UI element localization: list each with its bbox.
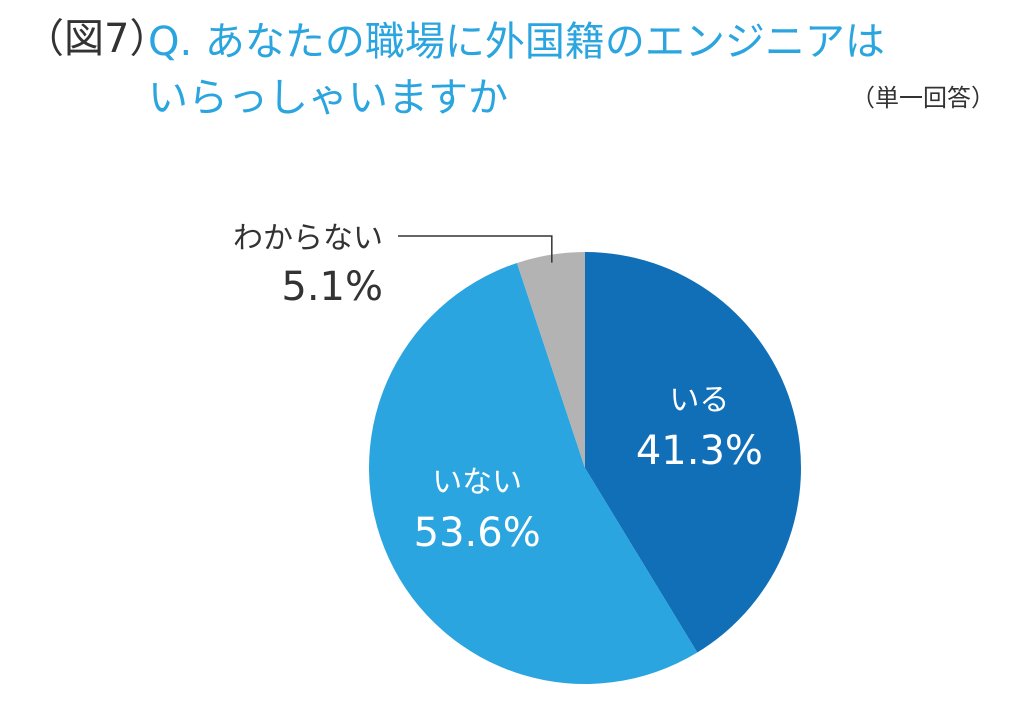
slice-label-1: いる bbox=[669, 383, 729, 418]
slice-value-3: 5.1% bbox=[281, 264, 383, 310]
slice-value-1: 41.3% bbox=[636, 428, 763, 474]
question-title: Q. あなたの職場に外国籍のエンジニアは いらっしゃいますか bbox=[148, 14, 998, 126]
answer-type-note: （単一回答） bbox=[851, 84, 995, 112]
figure-number: （図7） bbox=[24, 16, 170, 62]
slice-label-3: わからない bbox=[233, 221, 383, 256]
pie-slice-1 bbox=[585, 252, 801, 653]
question-title-line-1: Q. あなたの職場に外国籍のエンジニアは bbox=[148, 19, 885, 65]
slice-value-2: 53.6% bbox=[414, 510, 541, 556]
pie-slice-2 bbox=[369, 262, 698, 684]
leader-line-3 bbox=[398, 235, 553, 263]
pie-slice-3 bbox=[516, 252, 585, 468]
pie-labels: いる 41.3% いない 53.6% わからない 5.1% bbox=[233, 221, 763, 556]
question-title-line-2: いらっしゃいますか bbox=[148, 75, 508, 121]
slice-label-2: いない bbox=[432, 465, 522, 500]
pie-slices bbox=[369, 252, 801, 684]
